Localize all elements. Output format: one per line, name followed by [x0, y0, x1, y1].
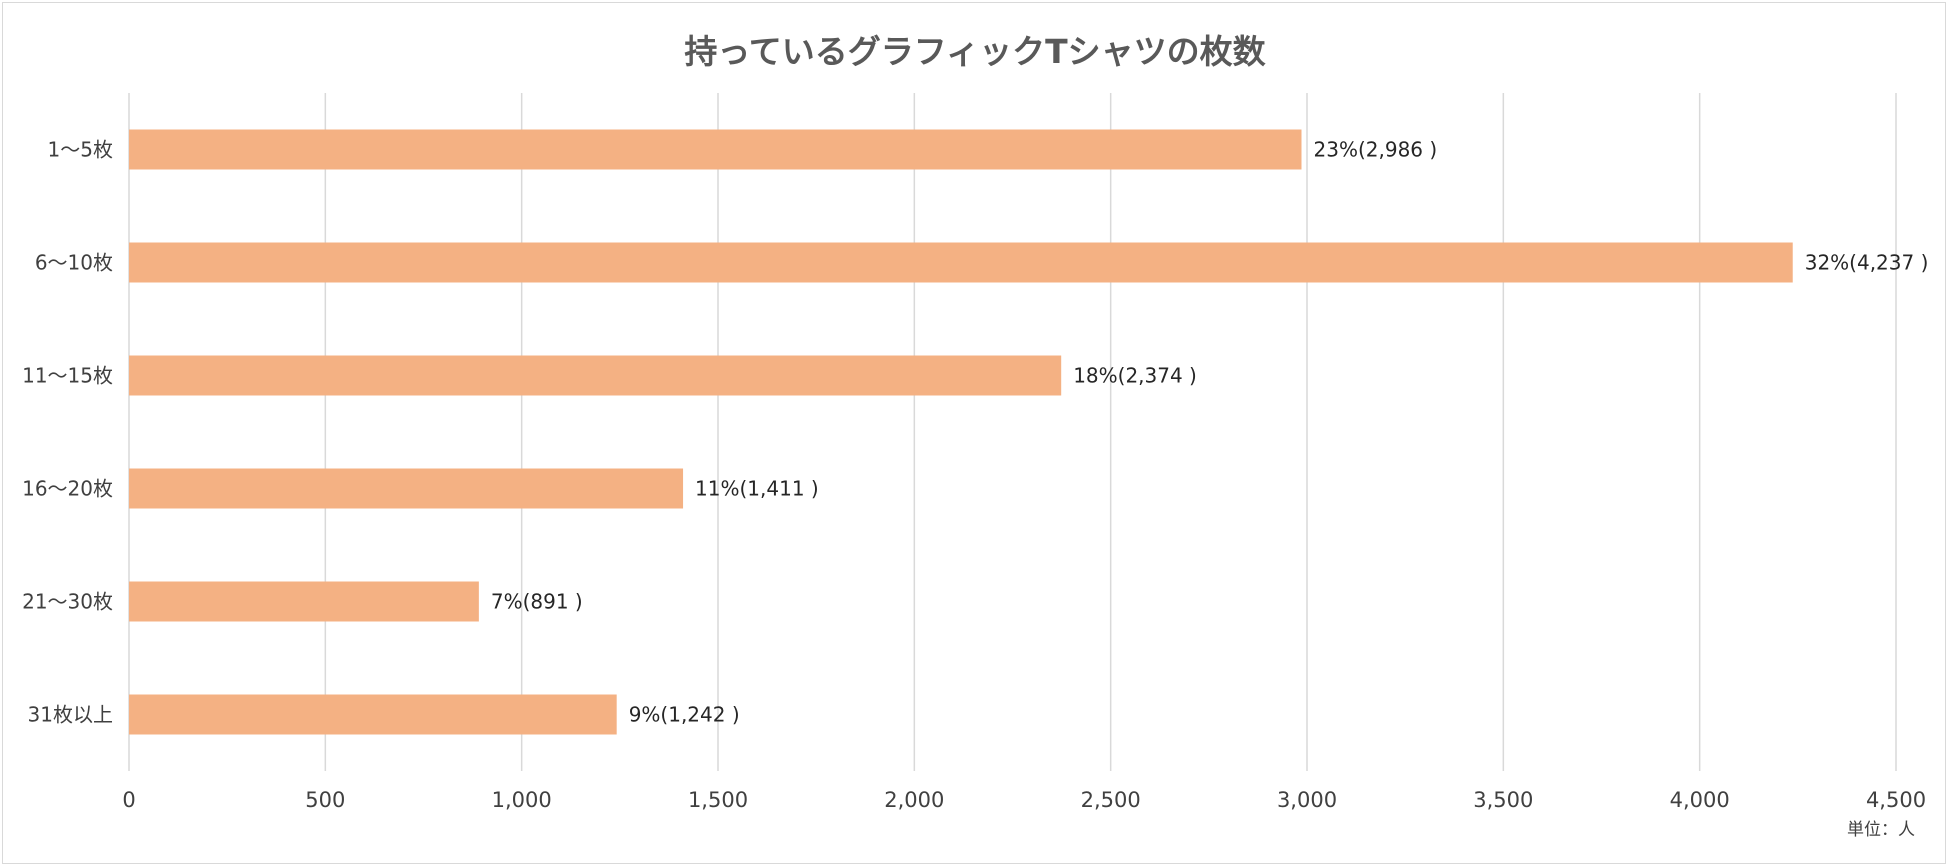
- bar: [129, 468, 684, 509]
- data-label: 32%(4,237 ): [1805, 251, 1929, 275]
- bar: [129, 129, 1302, 170]
- x-tick-label: 2,000: [884, 788, 944, 812]
- grid-layer: [128, 93, 1897, 771]
- x-tick-label: 4,500: [1866, 788, 1926, 812]
- x-tick-label: 2,500: [1081, 788, 1141, 812]
- data-label: 7%(891 ): [491, 590, 583, 614]
- category-label: 16〜20枚: [22, 477, 113, 501]
- x-tick-label: 3,000: [1277, 788, 1337, 812]
- bar: [129, 242, 1793, 283]
- x-tick-label: 500: [305, 788, 345, 812]
- data-label: 9%(1,242 ): [629, 703, 740, 727]
- unit-note: 単位：人: [1847, 820, 1915, 840]
- bar-layer: [129, 129, 1793, 735]
- category-label: 1〜5枚: [48, 138, 113, 162]
- bar: [129, 355, 1062, 396]
- x-tick-label: 3,500: [1473, 788, 1533, 812]
- chart-title: 持っているグラフィックTシャツの枚数: [684, 32, 1266, 71]
- x-tick-label: 4,000: [1670, 788, 1730, 812]
- category-label: 31枚以上: [28, 703, 113, 727]
- category-label: 6〜10枚: [35, 251, 113, 275]
- bar: [129, 694, 617, 735]
- x-tick-label: 1,500: [688, 788, 748, 812]
- x-tick-label: 1,000: [492, 788, 552, 812]
- bar-chart: 0 500 1,000 1,500 2,000 2,500 3,000 3,500 4,000 4…: [22, 93, 1928, 840]
- x-tick-label: 0: [122, 788, 135, 812]
- category-label: 21〜30枚: [22, 590, 113, 614]
- data-label: 11%(1,411 ): [695, 477, 819, 501]
- bar: [129, 581, 479, 622]
- data-label: 23%(2,986 ): [1314, 138, 1438, 162]
- data-label: 18%(2,374 ): [1073, 364, 1197, 388]
- label-layer: 0 500 1,000 1,500 2,000 2,500 3,000 3,500 4,000 4…: [22, 138, 1928, 813]
- category-label: 11〜15枚: [22, 364, 113, 388]
